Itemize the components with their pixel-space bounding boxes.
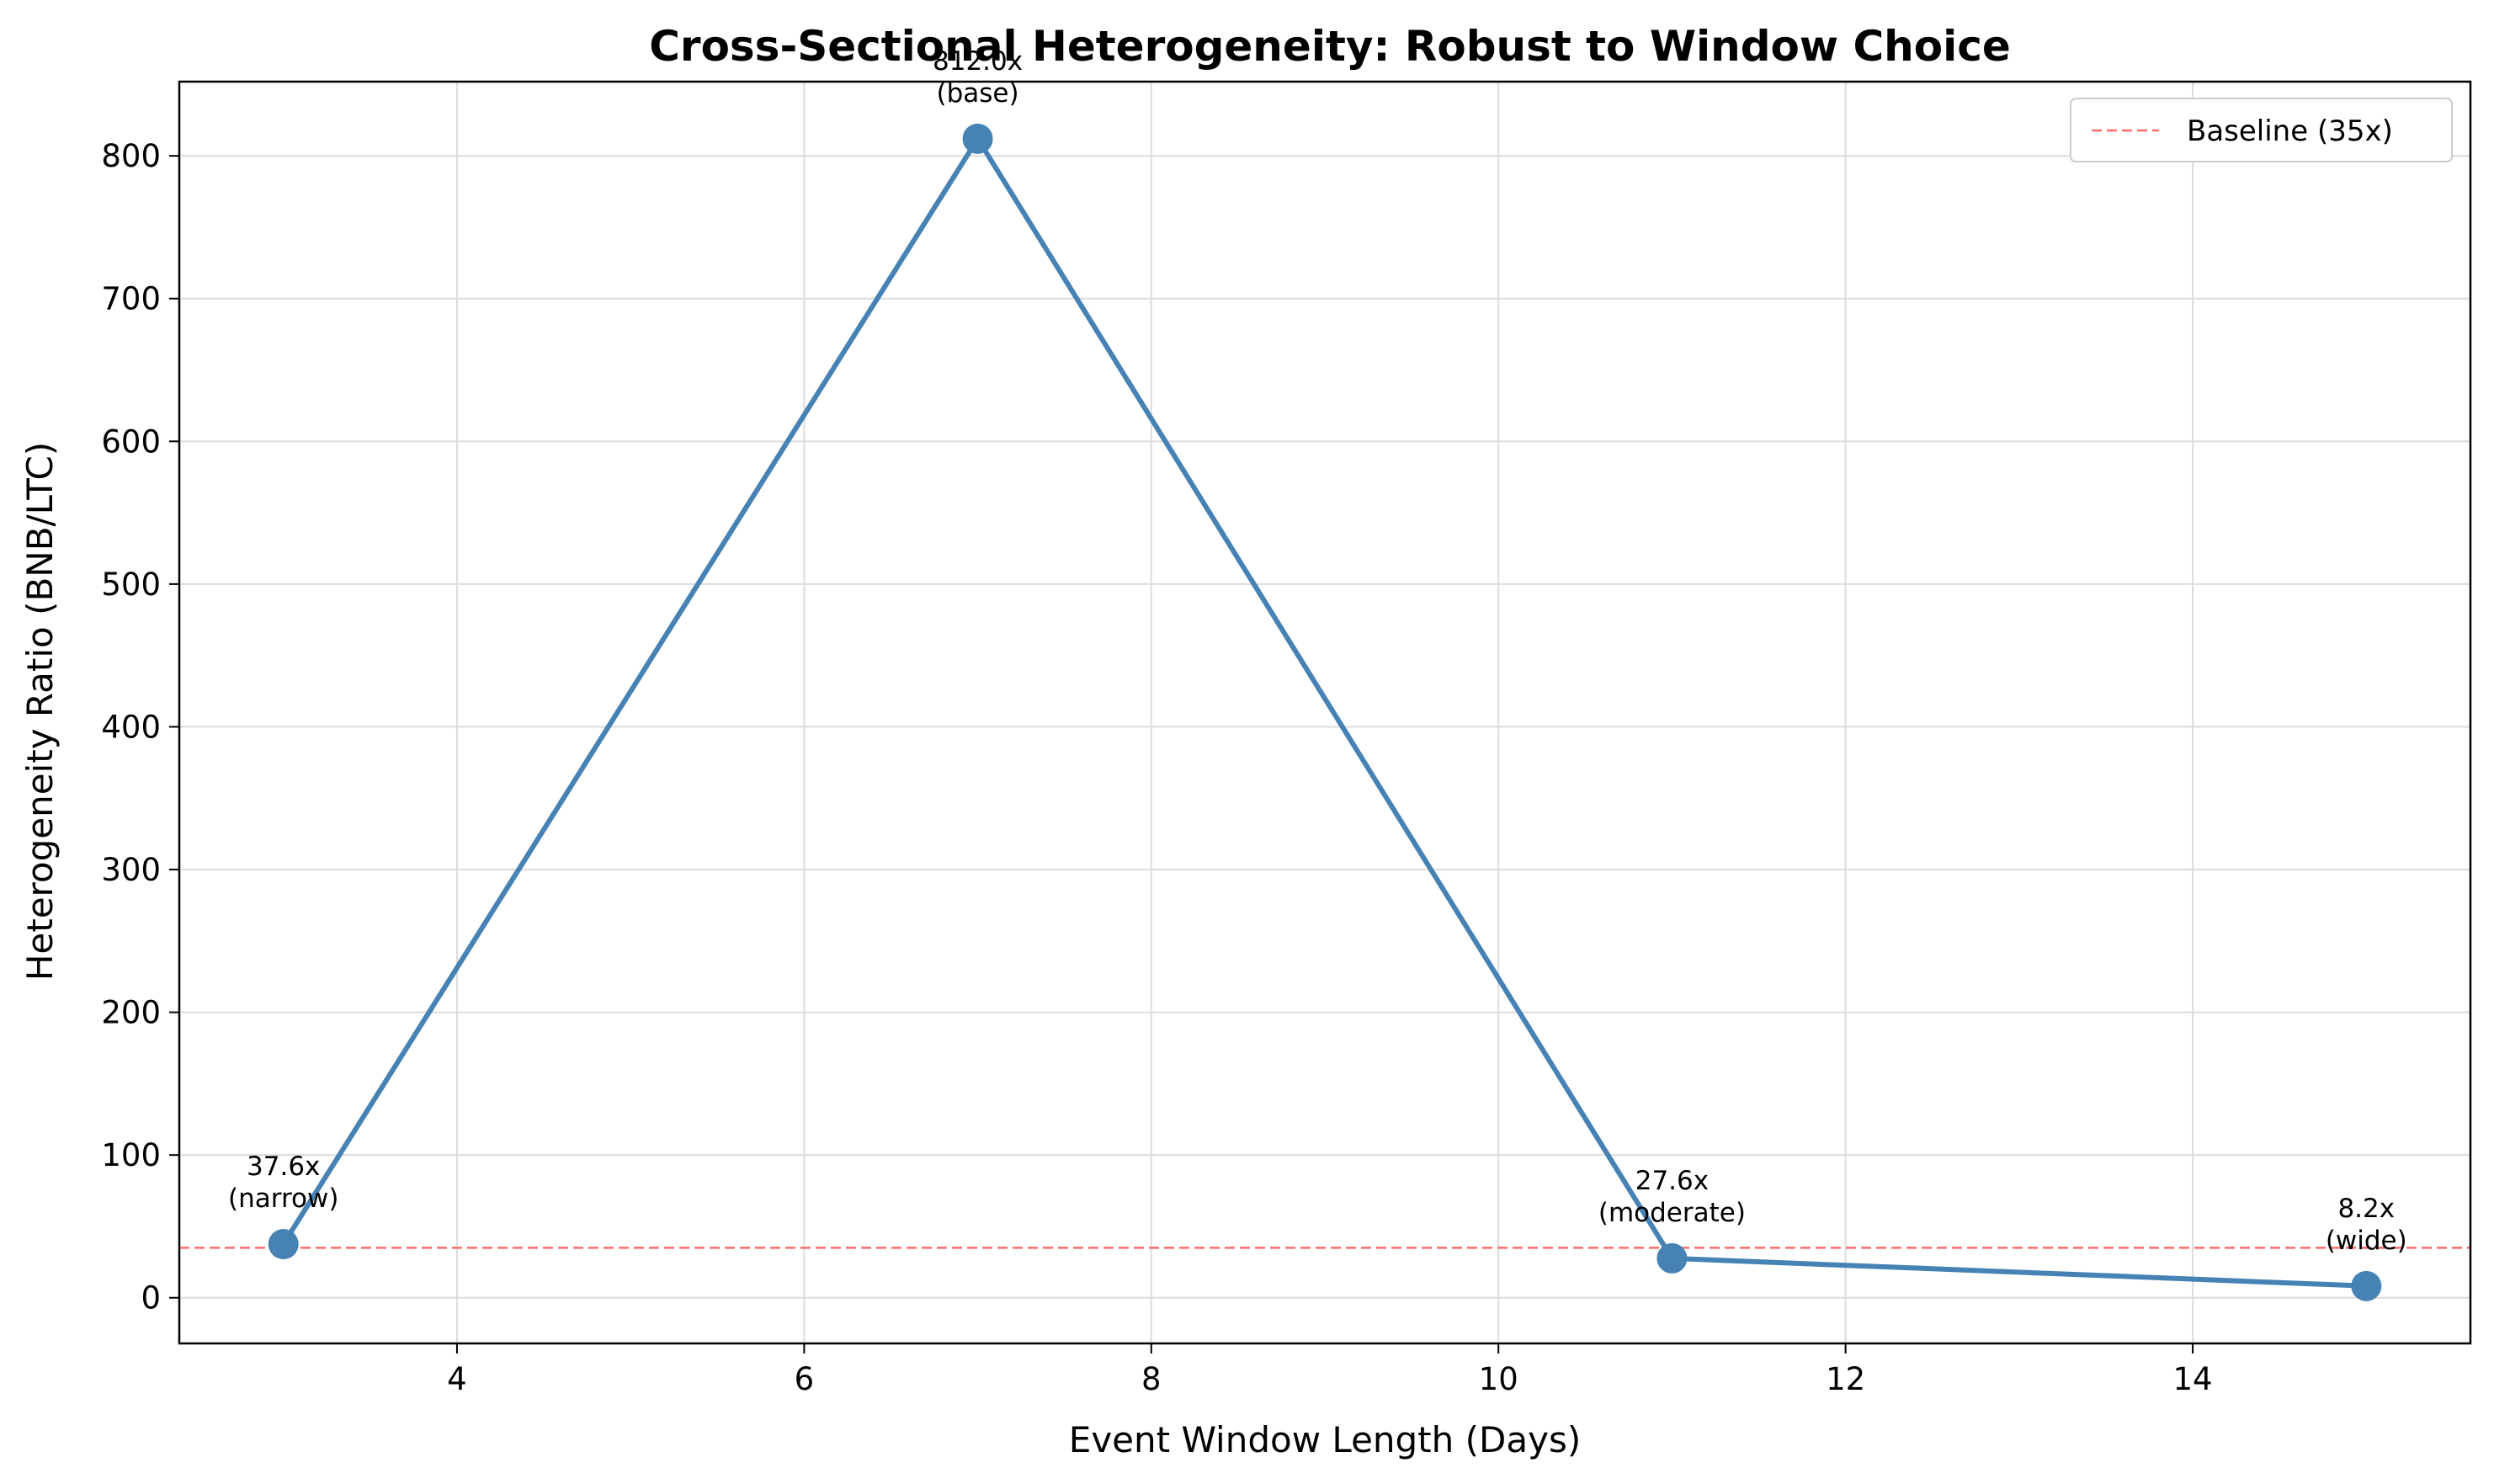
data-label-desc: (moderate) bbox=[1598, 1198, 1746, 1228]
y-tick-label: 100 bbox=[101, 1137, 161, 1173]
y-tick-label: 400 bbox=[101, 709, 161, 745]
data-point bbox=[1656, 1242, 1688, 1274]
x-axis-label: Event Window Length (Days) bbox=[1069, 1419, 1581, 1460]
legend-box bbox=[2070, 98, 2453, 162]
legend: Baseline (35x) bbox=[2070, 98, 2453, 162]
y-tick-label: 200 bbox=[101, 995, 161, 1031]
data-point bbox=[962, 123, 993, 154]
y-tick-label: 300 bbox=[101, 852, 161, 888]
data-label-desc: (base) bbox=[937, 78, 1019, 109]
chart-title: Cross-Sectional Heterogeneity: Robust to… bbox=[649, 22, 2011, 71]
data-label-value: 8.2x bbox=[2337, 1194, 2395, 1224]
y-tick-label: 800 bbox=[101, 138, 161, 174]
x-tick-label: 6 bbox=[795, 1361, 815, 1397]
y-tick-label: 0 bbox=[141, 1280, 161, 1316]
data-label-desc: (wide) bbox=[2326, 1226, 2407, 1256]
data-label-value: 27.6x bbox=[1635, 1166, 1709, 1196]
x-tick-label: 12 bbox=[1826, 1361, 1865, 1397]
y-tick-label: 700 bbox=[101, 281, 161, 317]
data-point bbox=[268, 1228, 299, 1259]
grid-lines bbox=[179, 82, 2470, 1343]
x-tick-label: 10 bbox=[1479, 1361, 1518, 1397]
series-line bbox=[281, 136, 2367, 1289]
data-label-desc: (narrow) bbox=[228, 1183, 338, 1214]
plot-frame bbox=[178, 80, 2472, 1345]
legend-label: Baseline (35x) bbox=[2187, 114, 2393, 148]
y-tick-label: 600 bbox=[101, 423, 161, 460]
data-point bbox=[2351, 1270, 2382, 1301]
x-tick-label: 4 bbox=[447, 1361, 467, 1397]
data-label-value: 812.0x bbox=[933, 46, 1023, 77]
y-tick-label: 500 bbox=[101, 566, 161, 603]
y-axis-label: Heterogeneity Ratio (BNB/LTC) bbox=[19, 442, 61, 981]
x-tick-label: 8 bbox=[1141, 1361, 1162, 1397]
data-label-value: 37.6x bbox=[247, 1152, 320, 1182]
x-tick-label: 14 bbox=[2173, 1361, 2213, 1397]
